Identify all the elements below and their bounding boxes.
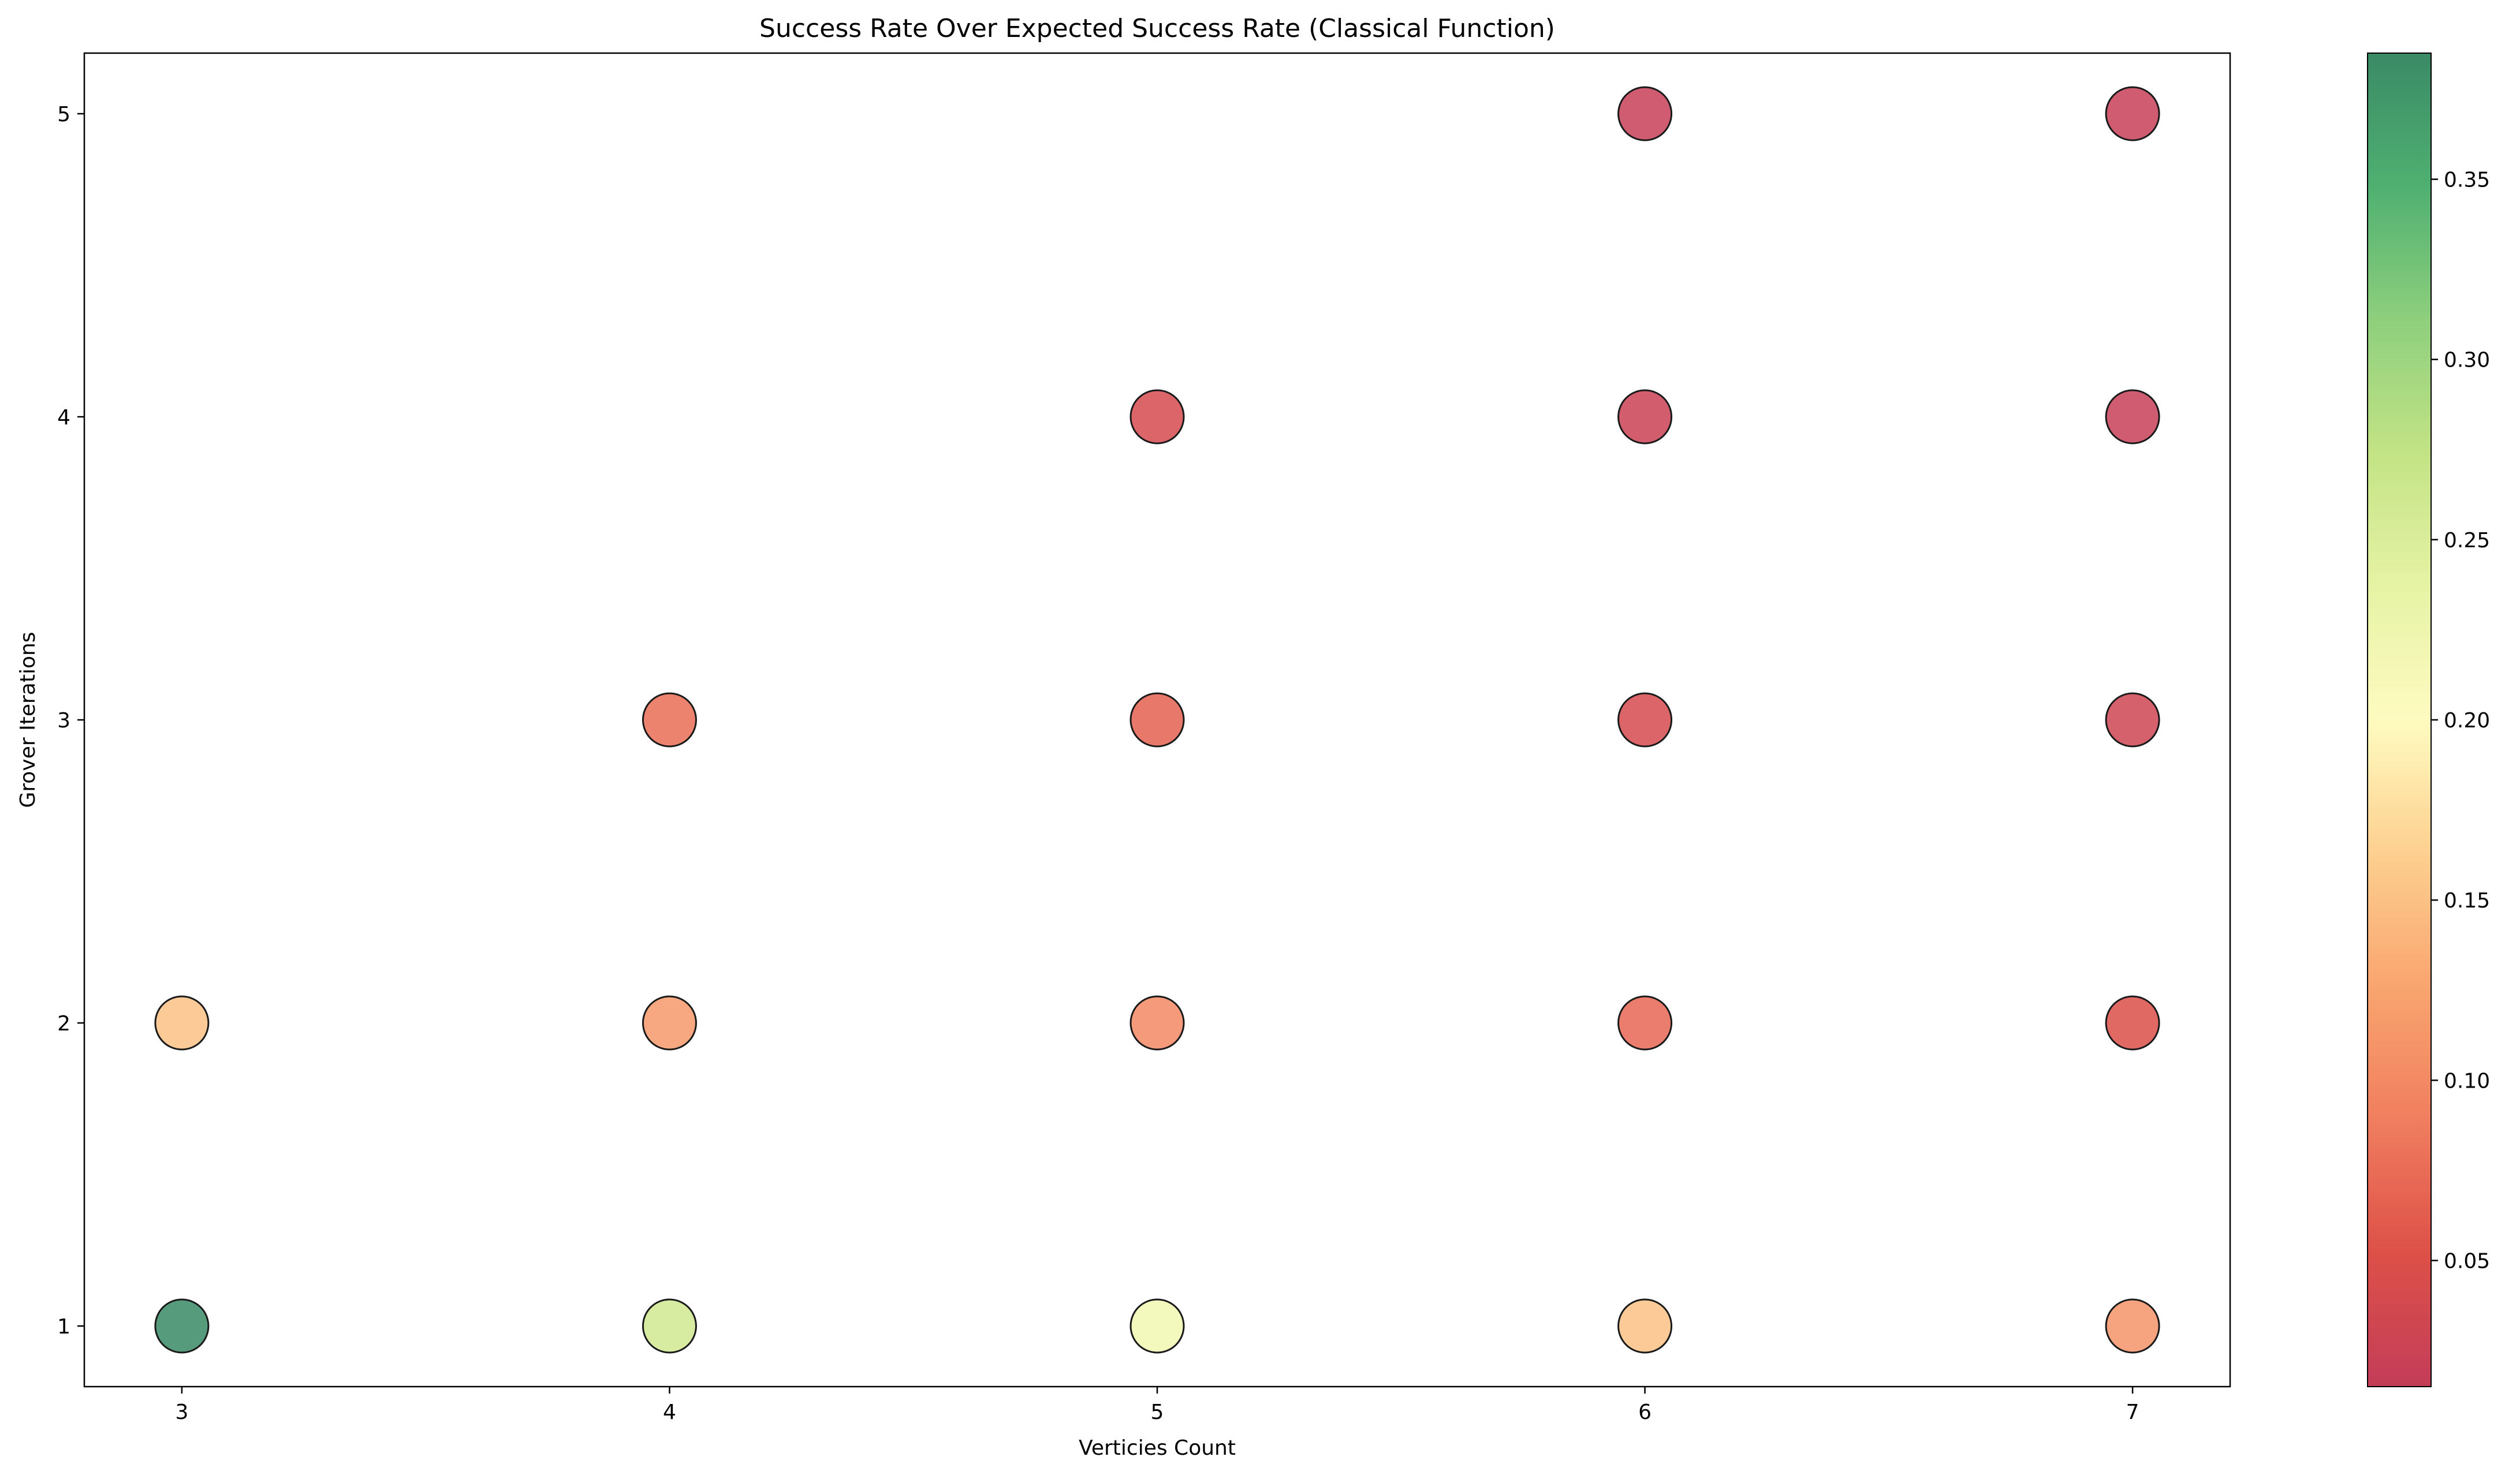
scatter-point	[2105, 692, 2160, 748]
scatter-point	[2105, 86, 2160, 141]
x-tick-label: 3	[175, 1400, 188, 1424]
scatter-point	[1129, 995, 1185, 1051]
scatter-point	[1617, 692, 1673, 748]
scatter-point	[1617, 86, 1673, 141]
y-tick-label: 5	[57, 103, 70, 126]
y-tick-label: 1	[57, 1315, 70, 1339]
y-tick-label: 3	[57, 709, 70, 733]
scatter-point	[642, 692, 697, 748]
colorbar-ticks: 0.05 0.10 0.15 0.20 0.25 0.30 0.35	[2431, 169, 2490, 1273]
scatter-point	[1129, 389, 1185, 445]
y-tick-label: 2	[57, 1012, 70, 1036]
y-axis: 1 2 3 4 5	[57, 103, 84, 1339]
x-tick-label: 4	[663, 1400, 676, 1424]
chart-title: Success Rate Over Expected Success Rate …	[759, 14, 1555, 43]
x-axis: 3 4 5 6 7	[175, 1387, 2139, 1424]
colorbar-tick-label: 0.05	[2444, 1249, 2490, 1273]
scatter-point	[154, 995, 210, 1051]
x-tick-label: 7	[2126, 1400, 2139, 1424]
colorbar-tick-label: 0.15	[2444, 889, 2490, 913]
colorbar	[2367, 53, 2432, 1387]
scatter-point	[1617, 389, 1673, 445]
scatter-point	[642, 995, 697, 1051]
scatter-point	[2105, 389, 2160, 445]
colorbar-tick-label: 0.25	[2444, 529, 2490, 552]
scatter-point	[2105, 995, 2160, 1051]
x-tick-label: 6	[1638, 1400, 1652, 1424]
scatter-point	[1129, 1298, 1185, 1354]
x-tick-label: 5	[1151, 1400, 1164, 1424]
scatter-point	[642, 1298, 697, 1354]
data-points	[154, 86, 2160, 1354]
scatter-point	[1129, 692, 1185, 748]
y-tick-label: 4	[57, 406, 70, 429]
y-axis-label: Grover Iterations	[16, 632, 40, 808]
colorbar-tick-label: 0.30	[2444, 349, 2490, 372]
scatter-point	[154, 1298, 210, 1354]
scatter-point	[1617, 995, 1673, 1051]
colorbar-tick-label: 0.20	[2444, 709, 2490, 733]
colorbar-tick-label: 0.35	[2444, 169, 2490, 192]
scatter-point	[1617, 1298, 1673, 1354]
x-axis-label: Verticies Count	[1079, 1436, 1236, 1460]
colorbar-tick-label: 0.10	[2444, 1069, 2490, 1093]
scatter-point	[2105, 1298, 2160, 1354]
